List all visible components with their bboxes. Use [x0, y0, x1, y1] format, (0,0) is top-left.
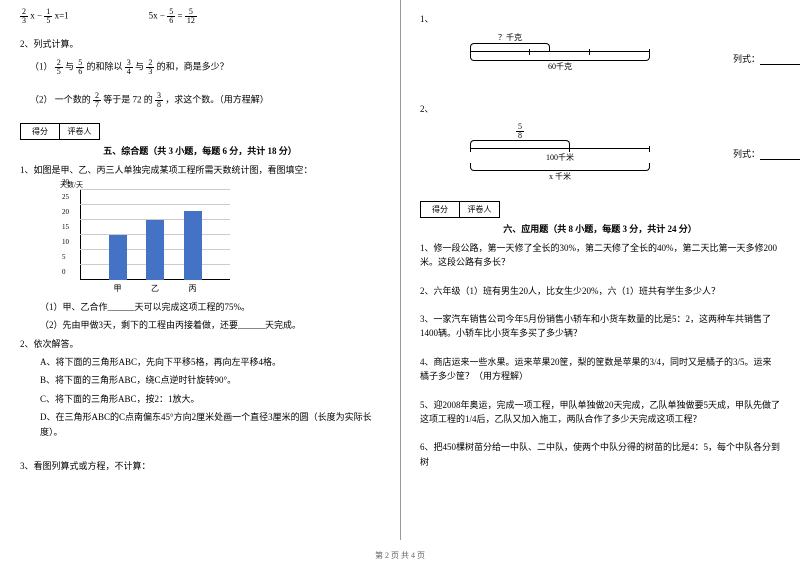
- chart-ytick: 5: [62, 253, 66, 261]
- sec5-q3: 3、看图列算式或方程，不计算：: [20, 459, 380, 473]
- chart-bar: [146, 220, 164, 280]
- grader-label: 评卷人: [60, 124, 99, 139]
- page-footer: 第 2 页 共 4 页: [0, 550, 800, 561]
- d2-bottom-label: x 千米: [470, 171, 650, 182]
- sec5-q1: 1、如图是甲、乙、丙三人单独完成某项工程所需天数统计图，看图填空：: [20, 163, 380, 177]
- item-2-header: 2、列式计算。: [20, 37, 380, 51]
- chart-bar: [109, 235, 127, 280]
- score-label: 得分: [21, 124, 60, 139]
- chart-ytick: 20: [62, 208, 69, 216]
- sec6-q2: 2、六年级（1）班有男生20人，比女生少20%，六（1）班共有学生多少人？: [420, 284, 780, 298]
- bar-chart: 天数/天 051015202530甲乙丙: [60, 184, 240, 294]
- equation-1: 23 x − 15 x=1: [20, 8, 69, 25]
- diagram-2: 58 100千米 x 千米 列式：: [460, 123, 780, 193]
- section-6-title: 六、应用题（共 8 小题，每题 3 分，共计 24 分）: [420, 222, 780, 235]
- d1-formula: 列式：: [733, 52, 800, 65]
- chart-ytick: 10: [62, 238, 69, 246]
- sec6-q6: 6、把450棵树苗分给一中队、二中队，使两个中队分得的树苗的比是4：5，每个中队…: [420, 440, 780, 469]
- sec5-q2: 2、依次解答。: [20, 337, 380, 351]
- sec6-q1: 1、修一段公路，第一天修了全长的30%，第二天修了全长的40%，第二天比第一天多…: [420, 241, 780, 270]
- left-column: 23 x − 15 x=1 5x − 56 = 512 2、列式计算。 （1） …: [0, 0, 400, 565]
- chart-ytick: 30: [62, 178, 69, 186]
- d2-mid-label: 100千米: [470, 152, 650, 163]
- sec5-q1a: （1）甲、乙合作______天可以完成这项工程的75%。: [40, 300, 380, 314]
- score-label-r: 得分: [421, 202, 460, 217]
- chart-ytick: 25: [62, 193, 69, 201]
- d1-top-label: ？千克: [470, 32, 550, 43]
- chart-xlabel: 乙: [151, 283, 159, 294]
- sec6-q5: 5、迎2008年奥运，完成一项工程，甲队单独做20天完成，乙队单独做要5天成，甲…: [420, 398, 780, 427]
- chart-ytick: 0: [62, 268, 66, 276]
- chart-ytick: 15: [62, 223, 69, 231]
- sec5-q1b: （2）先由甲做3天，剩下的工程由丙接着做，还要______天完成。: [40, 318, 380, 332]
- sec6-q4: 4、商店运来一些水果。运来苹果20筐，梨的筐数是苹果的3/4，同时又是橘子的3/…: [420, 355, 780, 384]
- section-5-title: 五、综合题（共 3 小题，每题 6 分，共计 18 分）: [20, 144, 380, 157]
- r-q1-num: 1、: [420, 12, 780, 26]
- sec5-q2a: A、将下面的三角形ABC，先向下平移5格，再向左平移4格。: [40, 355, 380, 369]
- right-column: 1、 ？千克 60千克 列式： 2、 58 100千米 x 千米 列式：: [400, 0, 800, 565]
- score-box: 得分 评卷人: [20, 123, 100, 140]
- r-q2-num: 2、: [420, 102, 780, 116]
- sec5-q2d: D、在三角形ABC的C点南偏东45°方向2厘米处画一个直径3厘米的圆（长度为实际…: [40, 410, 380, 439]
- sec5-q2b: B、将下面的三角形ABC，绕C点逆时针旋转90°。: [40, 373, 380, 387]
- diagram-1: ？千克 60千克 列式：: [460, 32, 780, 92]
- sec5-q2c: C、将下面的三角形ABC，按2：1放大。: [40, 392, 380, 406]
- equation-2: 5x − 56 = 512: [149, 8, 197, 25]
- question-1: （1） 25 与 56 的和除以 34 与 23 的和，商是多少？: [30, 59, 380, 76]
- d1-bottom-label: 60千克: [470, 61, 650, 72]
- grader-label-r: 评卷人: [460, 202, 499, 217]
- d2-formula: 列式：: [733, 147, 800, 160]
- chart-xlabel: 甲: [114, 283, 122, 294]
- score-box-r: 得分 评卷人: [420, 201, 500, 218]
- equation-row: 23 x − 15 x=1 5x − 56 = 512: [20, 8, 380, 25]
- sec6-q3: 3、一家汽车销售公司今年5月份销售小轿车和小货车数量的比是5：2，这两种车共销售…: [420, 312, 780, 341]
- chart-bar: [184, 211, 202, 280]
- chart-xlabel: 丙: [189, 283, 197, 294]
- question-2: （2） 一个数的 27 等于是 72 的 38 ，求这个数。（用方程解）: [30, 92, 380, 109]
